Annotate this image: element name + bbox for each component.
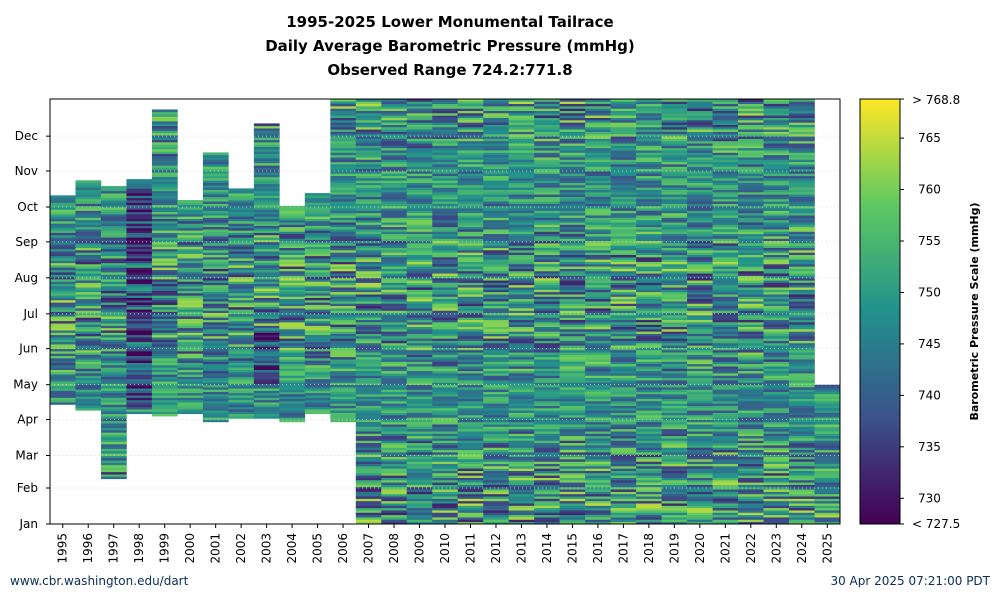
x-tick-label-2010: 2010 (438, 533, 452, 564)
heatmap-column-1998 (126, 179, 153, 415)
x-tick-label-2024: 2024 (795, 533, 809, 564)
colorbar-axis-label: Barometric Pressure Scale (mmHg) (968, 202, 981, 420)
colorbar-tick-label-735: 735 (918, 440, 941, 454)
heatmap-column-2003 (253, 123, 280, 419)
x-tick-label-2022: 2022 (744, 533, 758, 564)
x-tick-label-2008: 2008 (387, 533, 401, 564)
footer-timestamp: 30 Apr 2025 07:21:00 PDT (830, 574, 990, 588)
heatmap-column-2022 (738, 99, 764, 525)
x-tick-label-2005: 2005 (311, 533, 325, 564)
colorbar-tick-label-765: 765 (918, 131, 941, 145)
heatmap-column-2021 (712, 99, 739, 525)
heatmap-column-2011 (457, 99, 484, 525)
y-tick-label-may: May (13, 378, 38, 392)
x-tick-label-2019: 2019 (667, 533, 681, 564)
x-tick-label-2000: 2000 (183, 533, 197, 564)
heatmap-column-2012 (483, 99, 510, 525)
footer-source-link[interactable]: www.cbr.washington.edu/dart (10, 574, 189, 588)
heatmap-column-1995 (50, 195, 76, 405)
x-tick-label-2025: 2025 (820, 533, 834, 564)
heatmap-column-2020 (687, 99, 713, 525)
colorbar-tick-label-750: 750 (918, 285, 941, 299)
x-tick-label-1999: 1999 (158, 533, 172, 564)
y-tick-label-dec: Dec (15, 129, 38, 143)
y-tick-label-apr: Apr (17, 412, 38, 426)
x-tick-label-1995: 1995 (56, 533, 70, 564)
x-tick-label-2013: 2013 (514, 533, 528, 564)
x-tick-label-2003: 2003 (260, 533, 274, 564)
x-tick-label-2004: 2004 (285, 533, 299, 564)
heatmap-column-1996 (75, 180, 102, 411)
heatmap-column-2007 (355, 99, 382, 525)
heatmap-column-2018 (636, 99, 662, 525)
x-tick-label-2018: 2018 (642, 533, 656, 564)
heatmap-column-2002 (228, 188, 255, 419)
x-tick-label-1996: 1996 (81, 533, 95, 564)
x-tick-label-1998: 1998 (132, 533, 146, 564)
y-tick-label-mar: Mar (15, 448, 38, 462)
x-tick-label-2017: 2017 (616, 533, 630, 564)
colorbar-tick-label-755: 755 (918, 234, 941, 248)
heatmap-column-2025 (814, 384, 841, 525)
y-tick-label-jan: Jan (19, 517, 39, 531)
colorbar-top-label: > 768.8 (912, 93, 960, 107)
x-tick-label-2023: 2023 (769, 533, 783, 564)
heatmap-column-2019 (661, 99, 688, 525)
heatmap-column-2006 (330, 99, 357, 423)
y-tick-label-aug: Aug (15, 271, 38, 285)
x-tick-label-2006: 2006 (336, 533, 350, 564)
heatmap-column-2008 (381, 99, 408, 525)
heatmap-column-2000 (177, 200, 204, 415)
heatmap-column-2005 (304, 193, 331, 415)
colorbar-tick-label-760: 760 (918, 183, 941, 197)
heatmap-column-2024 (789, 99, 815, 525)
x-tick-label-2016: 2016 (591, 533, 605, 564)
heatmap-column-2001 (202, 152, 229, 423)
x-tick-label-2021: 2021 (718, 533, 732, 564)
heatmap-column-1999 (151, 109, 178, 417)
heatmap-column-2023 (763, 99, 790, 525)
colorbar-bottom-label: < 727.5 (912, 517, 960, 531)
heatmap-column-2010 (432, 99, 459, 525)
x-tick-label-2012: 2012 (489, 533, 503, 564)
colorbar-tick-label-730: 730 (918, 491, 941, 505)
y-tick-label-jul: Jul (23, 307, 38, 321)
heatmap-column-2009 (406, 99, 433, 525)
chart-title-line-1: 1995-2025 Lower Monumental Tailrace (286, 13, 614, 31)
y-tick-label-jun: Jun (18, 342, 38, 356)
x-tick-label-2001: 2001 (209, 533, 223, 564)
heatmap-column-1997 (100, 186, 127, 480)
heatmap-column-2014 (534, 99, 560, 525)
y-tick-label-oct: Oct (17, 200, 38, 214)
heatmap-column-2015 (559, 99, 586, 525)
x-tick-label-1997: 1997 (107, 533, 121, 564)
colorbar (859, 98, 901, 525)
heatmap-column-2017 (610, 99, 637, 525)
y-tick-label-nov: Nov (15, 164, 38, 178)
y-tick-label-sep: Sep (15, 235, 38, 249)
x-tick-label-2007: 2007 (362, 533, 376, 564)
x-tick-label-2011: 2011 (463, 533, 477, 564)
colorbar-tick-label-745: 745 (918, 337, 941, 351)
colorbar-tick-label-740: 740 (918, 388, 941, 402)
heatmap-column-2013 (508, 99, 535, 525)
x-tick-label-2014: 2014 (540, 533, 554, 564)
y-tick-label-feb: Feb (17, 481, 38, 495)
heatmap-column-2004 (279, 205, 306, 423)
heatmap-column-2016 (585, 99, 611, 525)
x-tick-label-2015: 2015 (565, 533, 579, 564)
x-tick-label-2002: 2002 (234, 533, 248, 564)
x-tick-label-2009: 2009 (413, 533, 427, 564)
chart-title-line-2: Daily Average Barometric Pressure (mmHg) (265, 37, 635, 55)
chart-title-line-3: Observed Range 724.2:771.8 (327, 61, 573, 79)
x-tick-label-2020: 2020 (693, 533, 707, 564)
